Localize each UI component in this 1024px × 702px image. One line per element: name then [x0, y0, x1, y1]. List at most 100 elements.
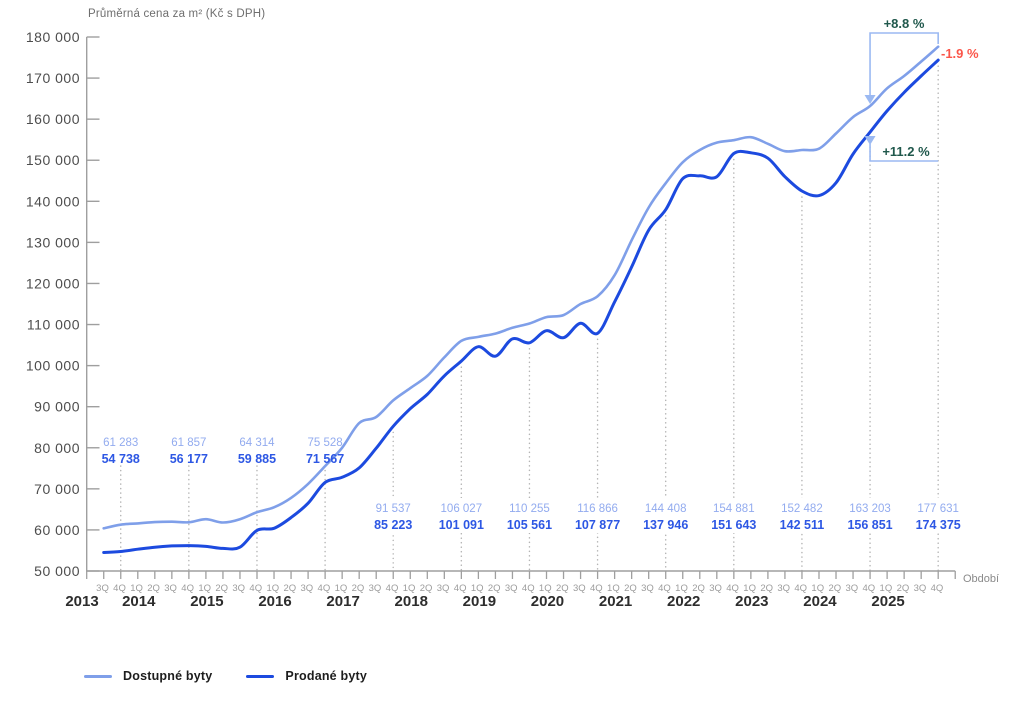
quarter-tick-label: 1Q — [403, 583, 416, 594]
quarter-tick-label: 2Q — [692, 583, 705, 594]
y-tick-label: 60 000 — [34, 522, 80, 538]
quarter-tick-label: 3Q — [96, 583, 109, 594]
value-label-sold: 174 375 — [916, 518, 961, 532]
annotation-sold-growth: +11.2 % — [882, 144, 930, 159]
value-label-mask — [498, 498, 561, 533]
quarter-tick-label: 1Q — [471, 583, 484, 594]
quarter-tick-label: 4Q — [863, 583, 876, 594]
quarter-tick-label: 2Q — [215, 583, 228, 594]
quarter-tick-label: 3Q — [709, 583, 722, 594]
quarter-tick-label: 4Q — [726, 583, 739, 594]
quarter-tick-label: 2Q — [147, 583, 160, 594]
year-label: 2022 — [667, 593, 700, 610]
quarter-tick-label: 3Q — [437, 583, 450, 594]
x-axis-title: Období — [963, 573, 999, 585]
y-tick-label: 160 000 — [26, 111, 80, 127]
quarter-tick-label: 3Q — [845, 583, 858, 594]
year-label: 2017 — [326, 593, 359, 610]
value-label-sold: 105 561 — [507, 518, 552, 532]
quarter-tick-label: 1Q — [880, 583, 893, 594]
value-label-mask — [770, 498, 833, 533]
quarter-tick-label: 1Q — [335, 583, 348, 594]
arrow-up-icon — [864, 136, 876, 145]
year-label: 2018 — [395, 593, 428, 610]
sold-line-swatch — [246, 674, 275, 678]
quarter-tick-label: 2Q — [283, 583, 296, 594]
value-label-mask — [430, 498, 493, 533]
value-label-available: 61 283 — [103, 437, 138, 449]
value-label-available: 154 881 — [713, 503, 755, 515]
chart-legend: Dostupné byty Prodané byty — [84, 669, 367, 683]
y-tick-label: 170 000 — [26, 70, 80, 86]
y-tick-label: 110 000 — [27, 317, 80, 333]
value-label-mask — [702, 498, 765, 533]
value-label-mask — [907, 498, 970, 533]
quarter-tick-label: 4Q — [454, 583, 467, 594]
value-label-sold: 85 223 — [374, 518, 412, 532]
quarter-tick-label: 1Q — [266, 583, 279, 594]
value-label-sold: 59 885 — [238, 452, 276, 466]
year-label: 2023 — [735, 593, 768, 610]
value-label-available: 110 255 — [509, 503, 550, 515]
y-tick-label: 100 000 — [26, 358, 80, 374]
value-label-sold: 71 567 — [306, 452, 344, 466]
value-label-available: 152 482 — [781, 503, 823, 515]
quarter-tick-label: 4Q — [249, 583, 262, 594]
y-tick-label: 140 000 — [26, 193, 80, 209]
quarter-tick-label: 2Q — [760, 583, 773, 594]
year-label: 2024 — [803, 593, 837, 610]
quarter-tick-label: 2Q — [352, 583, 365, 594]
quarter-tick-label: 4Q — [522, 583, 535, 594]
y-tick-label: 130 000 — [26, 234, 80, 250]
quarter-tick-label: 1Q — [675, 583, 688, 594]
year-label: 2025 — [871, 593, 904, 610]
value-label-available: 75 528 — [307, 437, 342, 449]
value-label-available: 177 631 — [917, 503, 959, 515]
value-label-available: 64 314 — [239, 437, 275, 449]
quarter-tick-label: 1Q — [539, 583, 552, 594]
year-label: 2019 — [463, 593, 496, 610]
year-label: 2013 — [65, 593, 98, 610]
quarter-tick-label: 4Q — [590, 583, 603, 594]
value-label-available: 116 866 — [577, 503, 618, 515]
available-growth-bracket — [869, 32, 939, 96]
series-line-available — [102, 45, 940, 530]
value-label-available: 106 027 — [441, 503, 483, 515]
annotation-available-growth: +8.8 % — [884, 16, 925, 31]
quarter-tick-label: 1Q — [811, 583, 824, 594]
y-tick-label: 90 000 — [34, 399, 80, 415]
quarter-tick-label: 4Q — [931, 583, 944, 594]
quarter-tick-label: 3Q — [301, 583, 314, 594]
quarter-tick-label: 3Q — [164, 583, 177, 594]
y-tick-label: 180 000 — [26, 29, 80, 45]
value-label-sold: 142 511 — [780, 518, 825, 532]
year-label: 2015 — [190, 593, 223, 610]
year-label: 2021 — [599, 593, 632, 610]
axis-lines — [86, 37, 956, 572]
arrow-down-icon — [864, 95, 876, 104]
value-label-sold: 137 946 — [643, 518, 688, 532]
quarter-tick-label: 2Q — [624, 583, 637, 594]
quarter-tick-label: 4Q — [794, 583, 807, 594]
legend-label-sold: Prodané byty — [285, 669, 368, 683]
annotation-price-gap: -1.9 % — [941, 46, 979, 61]
quarter-tick-label: 4Q — [181, 583, 194, 594]
value-label-available: 163 203 — [849, 503, 891, 515]
quarter-tick-label: 3Q — [641, 583, 654, 594]
year-label: 2020 — [531, 593, 564, 610]
quarter-tick-label: 3Q — [232, 583, 245, 594]
y-tick-label: 70 000 — [34, 481, 80, 497]
quarter-tick-label: 3Q — [505, 583, 518, 594]
value-label-sold: 151 643 — [711, 518, 756, 532]
year-label: 2014 — [122, 593, 156, 610]
value-label-available: 91 537 — [376, 503, 411, 515]
quarter-tick-label: 2Q — [828, 583, 841, 594]
quarter-tick-label: 3Q — [573, 583, 586, 594]
legend-item-sold: Prodané byty — [246, 669, 367, 683]
value-label-mask — [839, 498, 902, 533]
value-label-sold: 101 091 — [439, 518, 484, 532]
value-label-sold: 56 177 — [170, 452, 208, 466]
y-tick-label: 80 000 — [34, 440, 80, 456]
